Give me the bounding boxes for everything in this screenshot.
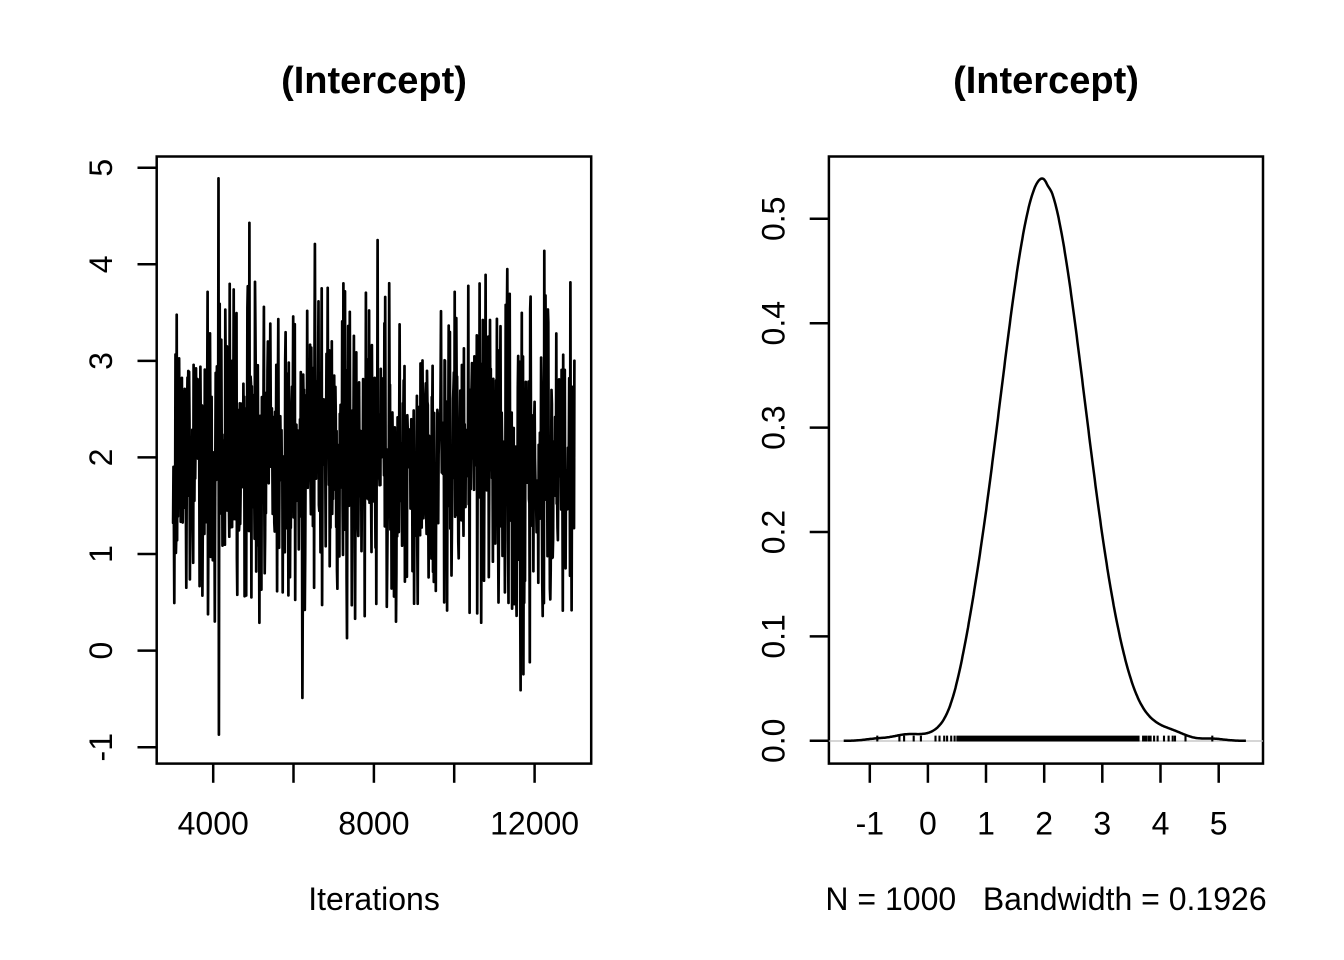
- svg-text:2: 2: [83, 449, 119, 467]
- svg-text:0: 0: [919, 805, 937, 841]
- svg-text:N = 1000 Bandwidth = 0.1926: N = 1000 Bandwidth = 0.1926: [825, 881, 1266, 917]
- svg-text:0.2: 0.2: [755, 510, 791, 554]
- svg-text:0.1: 0.1: [755, 614, 791, 658]
- svg-text:1: 1: [977, 805, 995, 841]
- svg-text:0.4: 0.4: [755, 301, 791, 345]
- svg-text:3: 3: [83, 352, 119, 370]
- svg-text:3: 3: [1093, 805, 1111, 841]
- svg-text:0: 0: [83, 642, 119, 660]
- svg-text:4: 4: [1152, 805, 1170, 841]
- svg-text:2: 2: [1035, 805, 1053, 841]
- svg-text:5: 5: [1210, 805, 1228, 841]
- svg-text:1: 1: [83, 545, 119, 563]
- svg-text:5: 5: [83, 159, 119, 177]
- svg-text:0.5: 0.5: [755, 197, 791, 241]
- svg-text:(Intercept): (Intercept): [281, 60, 467, 102]
- svg-text:(Intercept): (Intercept): [953, 60, 1139, 102]
- svg-text:0.0: 0.0: [755, 719, 791, 763]
- svg-text:Iterations: Iterations: [308, 881, 440, 917]
- svg-text:0.3: 0.3: [755, 405, 791, 449]
- svg-text:8000: 8000: [338, 805, 409, 841]
- svg-text:4: 4: [83, 255, 119, 273]
- svg-text:4000: 4000: [178, 805, 249, 841]
- svg-text:12000: 12000: [490, 805, 579, 841]
- svg-text:-1: -1: [83, 733, 119, 761]
- svg-text:-1: -1: [856, 805, 884, 841]
